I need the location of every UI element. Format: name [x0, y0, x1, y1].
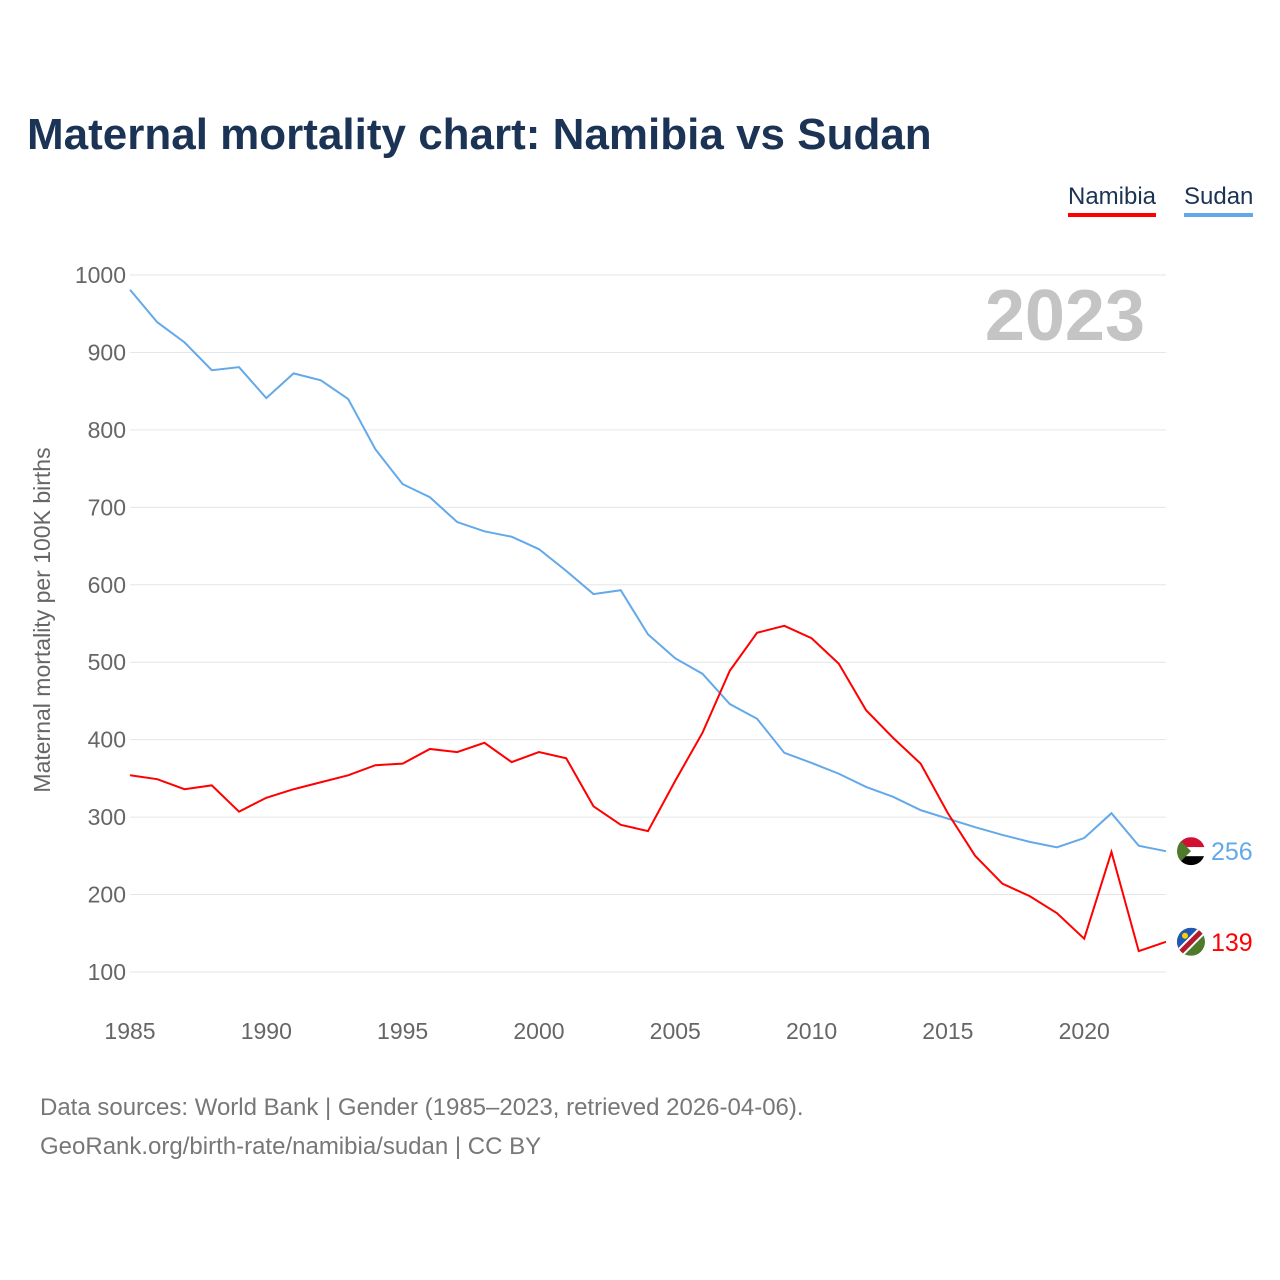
footer-source: Data sources: World Bank | Gender (1985–…: [40, 1094, 804, 1121]
y-tick-label: 400: [88, 727, 126, 753]
y-tick-label: 1000: [75, 262, 126, 288]
y-tick-label: 200: [88, 882, 126, 908]
x-tick-label: 2015: [922, 1018, 973, 1044]
x-tick-label: 2000: [513, 1018, 564, 1044]
year-label: 2023: [985, 276, 1145, 356]
y-tick-label: 700: [88, 494, 126, 520]
series-line-sudan: [129, 289, 1167, 853]
y-tick-label: 300: [88, 804, 126, 830]
footer: Data sources: World Bank | Gender (1985–…: [40, 1088, 804, 1166]
y-tick-label: 100: [88, 959, 126, 985]
y-tick-label: 800: [88, 417, 126, 443]
x-tick-label: 1985: [104, 1018, 155, 1044]
footer-link[interactable]: GeoRank.org/birth-rate/namibia/sudan | C…: [40, 1133, 542, 1160]
x-tick-label: 2010: [786, 1018, 837, 1044]
chart-title: Maternal mortality chart: Namibia vs Sud…: [27, 110, 932, 159]
x-tick-label: 2005: [650, 1018, 701, 1044]
end-value-label-sudan: 256: [1211, 838, 1253, 866]
y-tick-label: 500: [88, 649, 126, 675]
y-tick-label: 900: [88, 339, 126, 365]
series-line-namibia: [129, 624, 1167, 953]
end-value-label-namibia: 139: [1211, 929, 1253, 957]
namibia-flag-icon: [1177, 927, 1205, 956]
x-tick-label: 1990: [241, 1018, 292, 1044]
sudan-flag-icon: [1177, 837, 1205, 866]
legend-namibia[interactable]: Namibia: [1068, 183, 1157, 217]
x-tick-label: 2020: [1059, 1018, 1110, 1044]
x-tick-label: 1995: [377, 1018, 428, 1044]
legend-sudan[interactable]: Sudan: [1184, 183, 1254, 217]
y-axis-label: Maternal mortality per 100K births: [29, 447, 55, 792]
y-tick-label: 600: [88, 572, 126, 598]
